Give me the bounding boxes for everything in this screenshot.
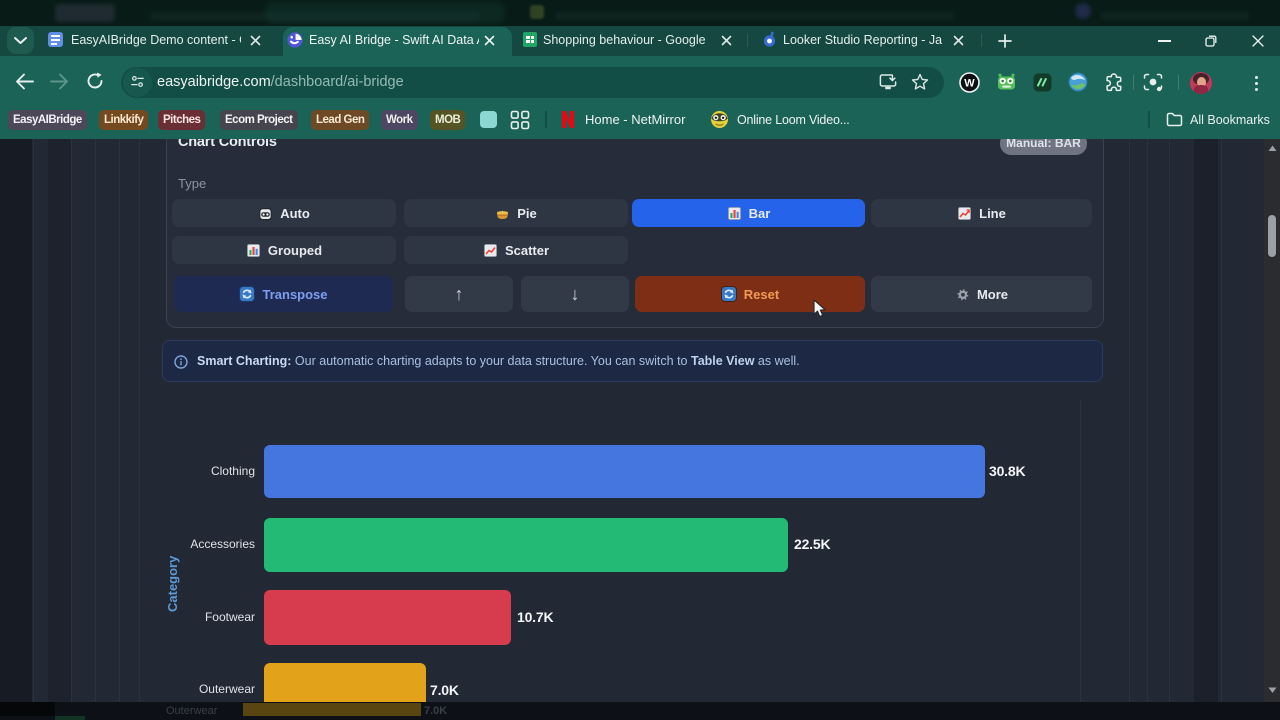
svg-text:W: W [964,78,975,90]
